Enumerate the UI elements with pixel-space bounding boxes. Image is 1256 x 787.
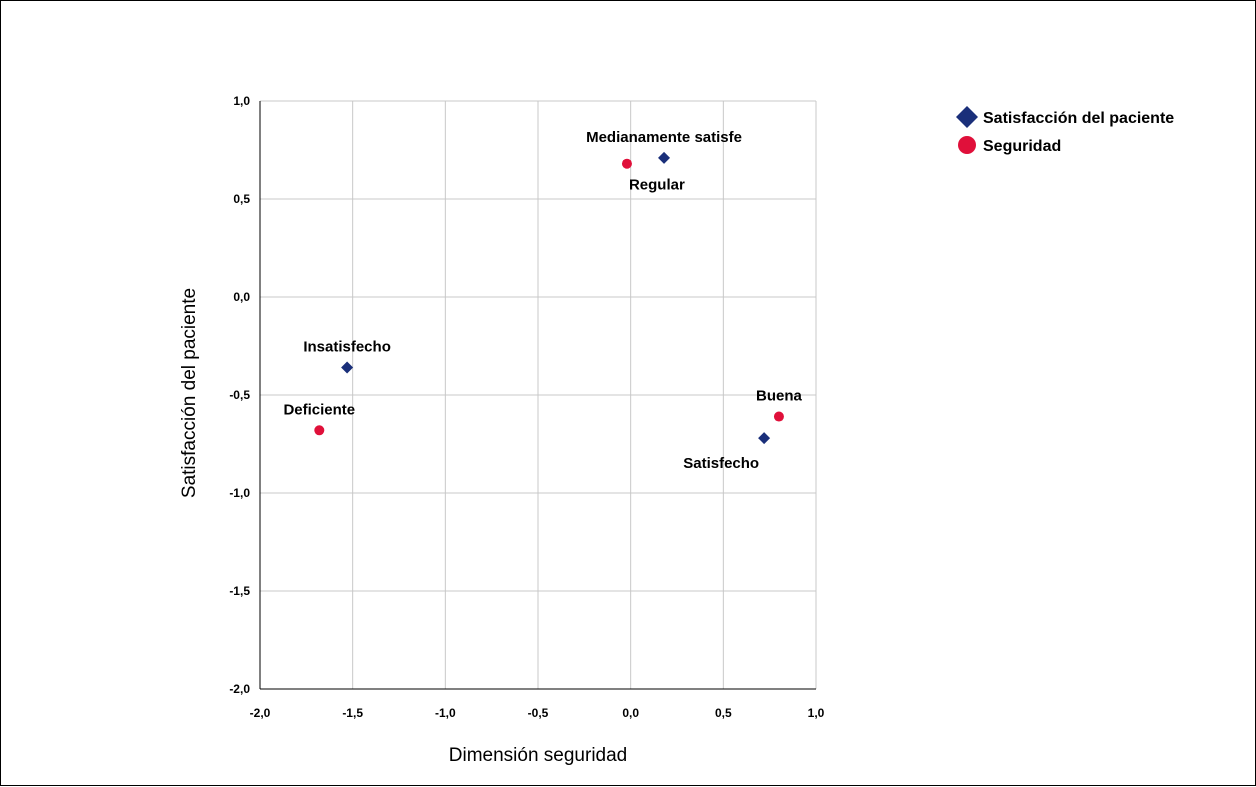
y-tick-label: -0,5 (229, 388, 250, 402)
x-tick-label: 1,0 (808, 706, 825, 720)
point-label-deficiente: Deficiente (283, 401, 355, 418)
legend-marker-seguridad (958, 136, 976, 154)
point-label-medianamente-satisfe: Medianamente satisfe (586, 129, 742, 146)
y-tick-label: -1,0 (229, 486, 250, 500)
y-tick-label: -1,5 (229, 584, 250, 598)
point-medianamente-satisfe (658, 151, 671, 164)
x-tick-label: 0,5 (715, 706, 732, 720)
x-axis-title: Dimensión seguridad (449, 745, 628, 766)
point-deficiente (314, 425, 325, 436)
point-buena (773, 411, 784, 422)
y-tick-label: -2,0 (229, 682, 250, 696)
legend-marker-satisfacción-del-paciente (956, 106, 978, 128)
points-layer: Medianamente satisfe Insatisfecho Satisfec… (283, 129, 802, 472)
y-tick-label: 1,0 (233, 94, 250, 108)
point-label-insatisfecho: Insatisfecho (303, 339, 391, 356)
point-label-satisfecho: Satisfecho (683, 455, 759, 472)
point-label-buena: Buena (756, 388, 803, 405)
x-tick-label: -1,5 (342, 706, 363, 720)
point-satisfecho (758, 432, 771, 445)
x-tick-label: -1,0 (435, 706, 456, 720)
x-tick-label: -2,0 (250, 706, 271, 720)
legend-label-satisfacción-del-paciente: Satisfacción del paciente (983, 110, 1174, 127)
y-tick-label: 0,0 (233, 290, 250, 304)
point-label-regular: Regular (629, 177, 685, 194)
x-tick-label: -0,5 (528, 706, 549, 720)
y-axis-title: Satisfacción del paciente (179, 288, 200, 498)
legend: Satisfacción del paciente Seguridad (956, 106, 1174, 155)
x-tick-label: 0,0 (622, 706, 639, 720)
point-insatisfecho (341, 361, 354, 374)
point-regular (621, 158, 632, 169)
y-tick-label: 0,5 (233, 192, 250, 206)
grid-layer (260, 100, 817, 689)
axis-layer: Dimensión seguridad Satisfacción del pac… (179, 94, 825, 766)
legend-label-seguridad: Seguridad (983, 138, 1061, 155)
